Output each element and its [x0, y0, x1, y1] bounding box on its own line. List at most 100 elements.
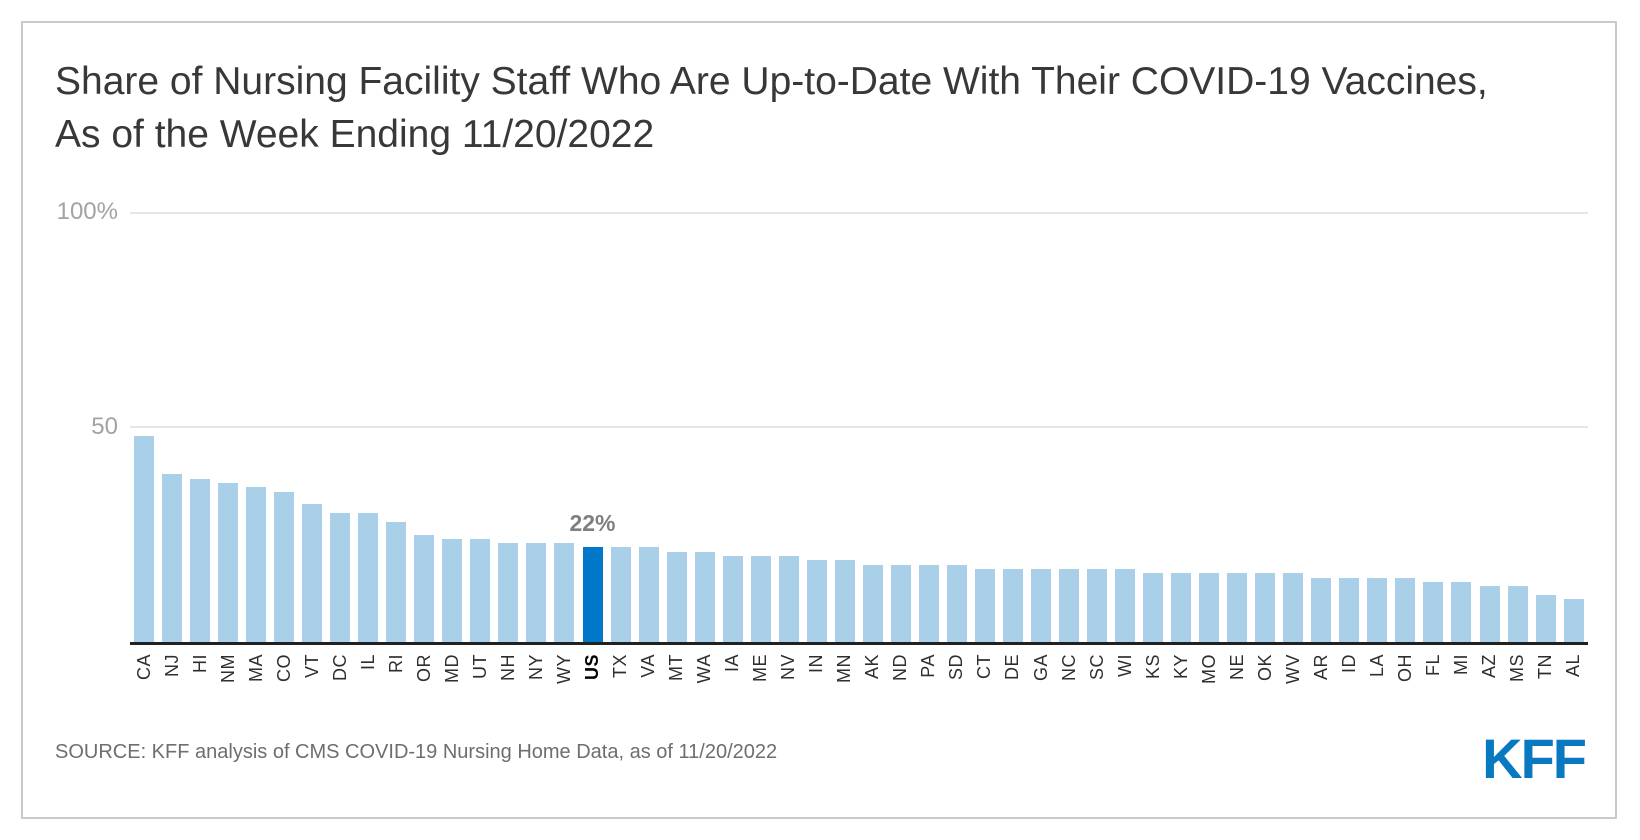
bar-rect[interactable] — [274, 491, 295, 642]
bar-AR[interactable] — [1311, 212, 1332, 642]
bar-rect[interactable] — [834, 560, 855, 642]
bar-WV[interactable] — [1283, 212, 1304, 642]
bar-rect[interactable] — [1059, 568, 1080, 642]
bar-rect[interactable] — [1171, 573, 1192, 642]
bar-rect[interactable] — [1143, 573, 1164, 642]
bar-KY[interactable] — [1171, 212, 1192, 642]
bar-rect[interactable] — [218, 482, 239, 642]
bar-rect[interactable] — [246, 487, 267, 642]
bar-CA[interactable] — [134, 212, 154, 642]
bar-rect[interactable] — [1115, 568, 1136, 642]
bar-rect[interactable] — [1199, 573, 1220, 642]
bar-VA[interactable] — [638, 212, 659, 642]
bar-AK[interactable] — [862, 212, 883, 642]
bar-rect[interactable] — [442, 538, 463, 642]
bar-rect[interactable] — [1087, 568, 1108, 642]
bar-ND[interactable] — [890, 212, 911, 642]
bar-rect[interactable] — [890, 564, 911, 642]
bar-NC[interactable] — [1059, 212, 1080, 642]
bar-rect[interactable] — [190, 478, 211, 642]
bar-DE[interactable] — [1002, 212, 1023, 642]
bar-rect[interactable] — [1002, 568, 1023, 642]
bar-GA[interactable] — [1031, 212, 1051, 642]
bar-rect[interactable] — [498, 543, 519, 642]
bar-KS[interactable] — [1143, 212, 1164, 642]
bar-rect[interactable] — [1535, 594, 1556, 642]
bar-rect[interactable] — [526, 543, 547, 642]
bar-WY[interactable] — [554, 212, 575, 642]
bar-rect[interactable] — [1339, 577, 1360, 642]
bar-rect[interactable] — [358, 513, 379, 642]
bar-rect[interactable] — [134, 435, 154, 642]
bar-rect[interactable] — [862, 564, 883, 642]
bar-rect[interactable] — [162, 474, 183, 642]
bar-IA[interactable] — [722, 212, 743, 642]
bar-rect[interactable] — [1283, 573, 1304, 642]
bar-OR[interactable] — [414, 212, 435, 642]
bar-rect[interactable] — [1423, 581, 1444, 642]
bar-rect[interactable] — [610, 547, 631, 642]
bar-rect[interactable] — [694, 551, 715, 642]
bar-VT[interactable] — [302, 212, 323, 642]
bar-TN[interactable] — [1535, 212, 1556, 642]
highlight-bar[interactable] — [582, 547, 603, 642]
bar-SD[interactable] — [946, 212, 967, 642]
bar-NJ[interactable] — [162, 212, 183, 642]
bar-WI[interactable] — [1115, 212, 1136, 642]
bar-NE[interactable] — [1227, 212, 1248, 642]
bar-rect[interactable] — [750, 556, 771, 642]
bar-rect[interactable] — [330, 513, 351, 642]
bar-rect[interactable] — [918, 564, 939, 642]
bar-MS[interactable] — [1507, 212, 1528, 642]
bar-DC[interactable] — [330, 212, 351, 642]
bar-FL[interactable] — [1423, 212, 1444, 642]
bar-rect[interactable] — [946, 564, 967, 642]
bar-NM[interactable] — [218, 212, 239, 642]
bar-MI[interactable] — [1451, 212, 1472, 642]
bar-MD[interactable] — [442, 212, 463, 642]
bar-NV[interactable] — [778, 212, 799, 642]
bar-ID[interactable] — [1339, 212, 1360, 642]
bar-rect[interactable] — [778, 556, 799, 642]
bar-SC[interactable] — [1087, 212, 1108, 642]
bar-OH[interactable] — [1395, 212, 1416, 642]
bar-rect[interactable] — [1311, 577, 1332, 642]
bar-rect[interactable] — [1395, 577, 1416, 642]
bar-AZ[interactable] — [1479, 212, 1500, 642]
bar-MT[interactable] — [666, 212, 687, 642]
bar-rect[interactable] — [386, 521, 407, 642]
bar-rect[interactable] — [414, 534, 435, 642]
bar-MO[interactable] — [1199, 212, 1220, 642]
bar-US[interactable]: 22% — [569, 212, 616, 642]
bar-LA[interactable] — [1367, 212, 1388, 642]
bar-rect[interactable] — [666, 551, 687, 642]
bar-rect[interactable] — [470, 538, 491, 642]
bar-rect[interactable] — [554, 543, 575, 642]
bar-rect[interactable] — [1507, 586, 1528, 642]
bar-OK[interactable] — [1255, 212, 1276, 642]
bar-rect[interactable] — [302, 504, 323, 642]
bar-MN[interactable] — [834, 212, 855, 642]
bar-MA[interactable] — [246, 212, 267, 642]
bar-rect[interactable] — [1367, 577, 1388, 642]
bar-rect[interactable] — [1031, 568, 1051, 642]
bar-HI[interactable] — [190, 212, 211, 642]
bar-RI[interactable] — [386, 212, 407, 642]
bar-rect[interactable] — [1563, 599, 1584, 642]
bar-IN[interactable] — [806, 212, 827, 642]
bar-CT[interactable] — [974, 212, 995, 642]
bar-rect[interactable] — [1255, 573, 1276, 642]
bar-rect[interactable] — [722, 556, 743, 642]
bar-NH[interactable] — [498, 212, 519, 642]
bar-AL[interactable] — [1563, 212, 1584, 642]
bar-rect[interactable] — [1451, 581, 1472, 642]
bar-TX[interactable] — [610, 212, 631, 642]
bar-rect[interactable] — [1227, 573, 1248, 642]
bar-rect[interactable] — [974, 568, 995, 642]
bar-UT[interactable] — [470, 212, 491, 642]
bar-rect[interactable] — [638, 547, 659, 642]
bar-PA[interactable] — [918, 212, 939, 642]
bar-rect[interactable] — [806, 560, 827, 642]
bar-IL[interactable] — [358, 212, 379, 642]
bar-rect[interactable] — [1479, 586, 1500, 642]
